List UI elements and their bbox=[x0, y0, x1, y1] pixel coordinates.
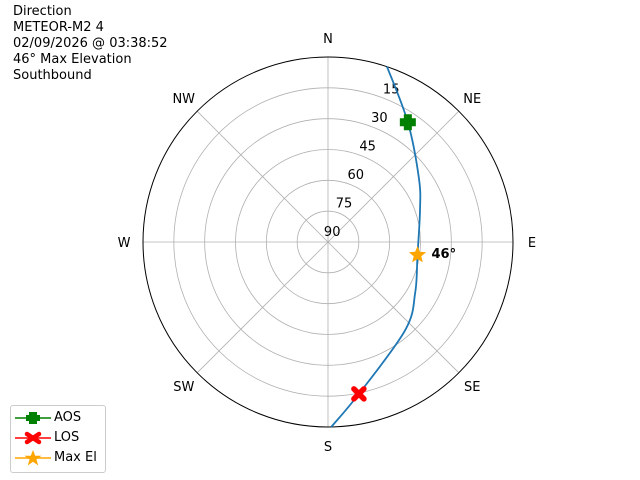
direction-label-n: N bbox=[323, 32, 333, 47]
legend-item-los: LOS bbox=[11, 428, 105, 448]
title-line-datetime: 02/09/2026 @ 03:38:52 bbox=[13, 36, 168, 51]
legend-label: LOS bbox=[54, 430, 80, 445]
star-marker-icon bbox=[15, 450, 51, 466]
legend: AOS LOS Max El bbox=[10, 405, 106, 473]
grid-spoke bbox=[196, 110, 329, 243]
legend-item-aos: AOS bbox=[11, 408, 105, 428]
direction-label-se: SE bbox=[464, 380, 480, 395]
aos-marker bbox=[399, 114, 416, 131]
radial-tick-label: 60 bbox=[348, 168, 365, 183]
title-line-label: Direction bbox=[13, 4, 72, 19]
plus-marker-icon bbox=[15, 412, 51, 424]
radial-tick-label: 30 bbox=[371, 111, 388, 126]
max-el-annotation: 46° bbox=[431, 247, 456, 262]
max-el-marker bbox=[408, 246, 427, 263]
legend-label: Max El bbox=[54, 450, 97, 465]
direction-label-e: E bbox=[528, 236, 536, 251]
grid-spoke bbox=[196, 241, 329, 374]
title-line-max-elevation: 46° Max Elevation bbox=[13, 52, 132, 67]
radial-tick-label: 45 bbox=[359, 139, 376, 154]
radial-tick-label: 75 bbox=[336, 196, 353, 211]
direction-label-nw: NW bbox=[172, 92, 195, 107]
legend-item-max-el: Max El bbox=[11, 448, 105, 468]
direction-label-ne: NE bbox=[463, 92, 481, 107]
outer-frame bbox=[142, 56, 514, 428]
chart-title: Direction METEOR-M2 4 02/09/2026 @ 03:38… bbox=[13, 4, 168, 84]
direction-label-w: W bbox=[118, 236, 131, 251]
direction-label-sw: SW bbox=[173, 380, 194, 395]
grid-spoke bbox=[327, 241, 460, 374]
radial-tick-label: 90 bbox=[324, 225, 341, 240]
x-marker-icon bbox=[15, 431, 51, 445]
title-line-satellite: METEOR-M2 4 bbox=[13, 20, 104, 35]
title-line-direction: Southbound bbox=[13, 68, 92, 83]
grid-spoke bbox=[327, 110, 460, 243]
direction-label-s: S bbox=[324, 440, 332, 455]
legend-label: AOS bbox=[54, 410, 82, 425]
los-marker bbox=[351, 386, 367, 402]
